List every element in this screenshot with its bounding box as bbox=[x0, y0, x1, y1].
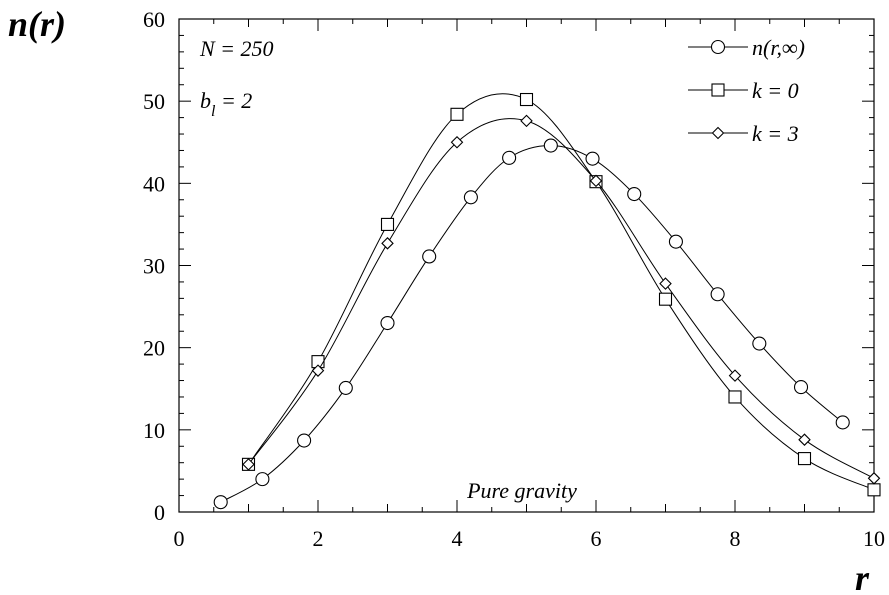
data-point-diamond bbox=[728, 369, 742, 382]
data-point-circle bbox=[255, 472, 270, 487]
y-tick-label: 10 bbox=[143, 418, 165, 443]
data-point-circle bbox=[422, 249, 437, 264]
y-axis-title: n(r) bbox=[8, 4, 66, 44]
legend-marker-diamond bbox=[711, 126, 725, 140]
data-point-circle bbox=[213, 495, 228, 510]
data-point-square bbox=[797, 452, 812, 466]
annotation-b-main: b bbox=[200, 88, 211, 113]
data-point-square bbox=[867, 483, 881, 497]
y-tick-label: 50 bbox=[143, 89, 165, 114]
data-point-diamond bbox=[659, 277, 672, 290]
data-point-circle bbox=[338, 380, 353, 395]
y-tick-label: 20 bbox=[143, 336, 165, 361]
data-point-diamond bbox=[242, 458, 255, 471]
data-point-circle bbox=[502, 150, 517, 165]
series-1 bbox=[213, 138, 850, 510]
data-point-diamond bbox=[381, 237, 394, 250]
data-point-circle bbox=[463, 190, 478, 205]
annotation-b: bl = 2 bbox=[200, 88, 252, 120]
data-point-circle bbox=[752, 336, 767, 351]
data-point-circle bbox=[297, 433, 312, 448]
data-point-circle bbox=[585, 151, 600, 166]
annotation-bottom: Pure gravity bbox=[466, 478, 577, 503]
y-tick-label: 60 bbox=[143, 7, 165, 32]
data-point-square bbox=[728, 390, 742, 404]
annotation-n: N = 250 bbox=[199, 36, 274, 61]
legend-label: k = 3 bbox=[752, 121, 799, 146]
legend-label: n(r,∞) bbox=[752, 35, 805, 60]
series-3 bbox=[242, 114, 881, 485]
data-point-circle bbox=[710, 287, 725, 302]
data-point-diamond bbox=[867, 472, 881, 485]
legend: n(r,∞) k = 0 k = 3 bbox=[688, 35, 805, 146]
x-tick-label: 6 bbox=[591, 526, 602, 551]
data-point-circle bbox=[380, 315, 395, 331]
x-tick-label: 0 bbox=[174, 526, 185, 551]
data-point-diamond bbox=[450, 135, 464, 149]
x-axis-title: r bbox=[855, 558, 870, 595]
x-tick-label: 8 bbox=[730, 526, 741, 551]
series-2 bbox=[241, 92, 881, 497]
data-point-circle bbox=[668, 234, 683, 249]
annotation-b-sub: l bbox=[211, 103, 216, 120]
annotation-b-rest: = 2 bbox=[215, 88, 252, 113]
data-point-diamond bbox=[520, 114, 533, 128]
y-tick-label: 30 bbox=[143, 254, 165, 279]
x-tick-label: 10 bbox=[863, 526, 885, 551]
series-layer bbox=[213, 92, 881, 510]
legend-marker-square bbox=[711, 83, 725, 97]
data-point-circle bbox=[627, 186, 642, 202]
series-line bbox=[220, 145, 844, 503]
data-point-square bbox=[519, 92, 534, 107]
data-point-circle bbox=[793, 380, 809, 395]
x-tick-label: 2 bbox=[313, 526, 324, 551]
x-tick-label: 4 bbox=[452, 526, 463, 551]
legend-label: k = 0 bbox=[752, 78, 799, 103]
data-point-diamond bbox=[589, 174, 603, 188]
data-point-diamond bbox=[798, 433, 811, 446]
series-line bbox=[248, 118, 875, 479]
data-point-square bbox=[450, 107, 464, 121]
series-line bbox=[248, 93, 875, 491]
data-point-diamond bbox=[311, 364, 325, 377]
y-tick-label: 40 bbox=[143, 171, 165, 196]
axes: 0 2 4 6 8 10 0 10 20 30 40 50 60 bbox=[143, 7, 885, 551]
data-point-circle bbox=[543, 138, 558, 153]
y-tick-label: 0 bbox=[154, 500, 165, 525]
legend-marker-circle bbox=[710, 39, 726, 55]
data-point-square bbox=[380, 217, 395, 231]
data-point-circle bbox=[835, 415, 850, 430]
data-point-square bbox=[658, 292, 673, 306]
